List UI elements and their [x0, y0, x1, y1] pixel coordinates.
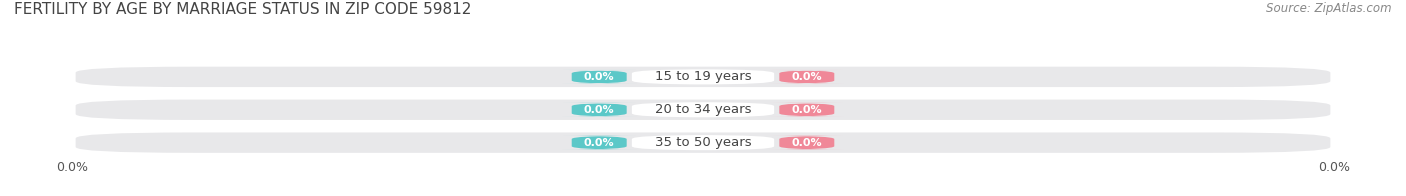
FancyBboxPatch shape [631, 102, 775, 117]
FancyBboxPatch shape [76, 67, 1330, 87]
Text: FERTILITY BY AGE BY MARRIAGE STATUS IN ZIP CODE 59812: FERTILITY BY AGE BY MARRIAGE STATUS IN Z… [14, 2, 471, 17]
FancyBboxPatch shape [76, 100, 1330, 120]
Text: 0.0%: 0.0% [792, 138, 823, 148]
Text: 15 to 19 years: 15 to 19 years [655, 70, 751, 83]
FancyBboxPatch shape [769, 70, 844, 84]
FancyBboxPatch shape [769, 136, 844, 150]
Text: 20 to 34 years: 20 to 34 years [655, 103, 751, 116]
Text: 0.0%: 0.0% [583, 72, 614, 82]
FancyBboxPatch shape [562, 70, 637, 84]
Text: 35 to 50 years: 35 to 50 years [655, 136, 751, 149]
Text: 0.0%: 0.0% [792, 105, 823, 115]
Text: 0.0%: 0.0% [792, 72, 823, 82]
FancyBboxPatch shape [562, 103, 637, 117]
FancyBboxPatch shape [562, 136, 637, 150]
Text: 0.0%: 0.0% [583, 105, 614, 115]
FancyBboxPatch shape [631, 135, 775, 150]
FancyBboxPatch shape [631, 69, 775, 84]
Text: 0.0%: 0.0% [1317, 161, 1350, 174]
Text: 0.0%: 0.0% [56, 161, 89, 174]
Text: 0.0%: 0.0% [583, 138, 614, 148]
FancyBboxPatch shape [76, 132, 1330, 153]
Text: Source: ZipAtlas.com: Source: ZipAtlas.com [1267, 2, 1392, 15]
FancyBboxPatch shape [769, 103, 844, 117]
